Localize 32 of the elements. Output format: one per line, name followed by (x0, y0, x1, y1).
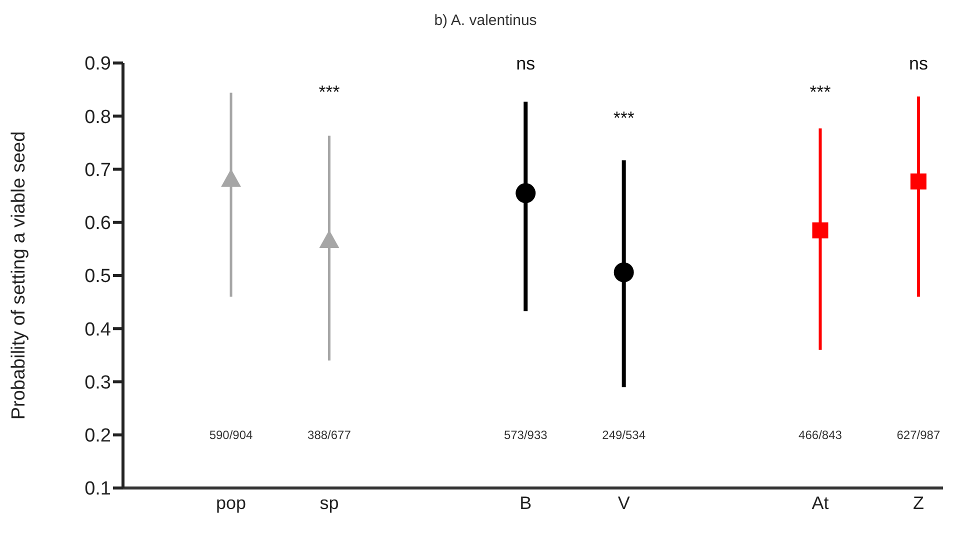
point (910, 173, 926, 190)
annotation: 573/933 (504, 428, 548, 442)
y-tick-label: 0.6 (84, 213, 111, 234)
y-tick-label: 0.9 (84, 54, 111, 75)
x-tick-label: sp (320, 492, 339, 513)
annotation: 249/534 (602, 428, 646, 442)
x-tick-label: pop (216, 492, 246, 513)
y-tick-label: 0.7 (84, 160, 111, 181)
annotation: *** (318, 82, 340, 102)
annotation: ns (908, 53, 928, 74)
x-tick-label: V (618, 492, 630, 513)
y-axis-title: Probability of setting a viable seed (8, 131, 30, 420)
annotation: 466/843 (798, 428, 842, 442)
annotation: 627/987 (896, 428, 940, 442)
annotation: 388/677 (308, 428, 352, 442)
x-tick-label: B (520, 492, 532, 513)
point (614, 262, 634, 282)
annotation: *** (613, 108, 634, 128)
y-tick-label: 0.5 (84, 266, 111, 288)
y-tick-label: 0.4 (84, 319, 112, 340)
chart-title: b) A. valentinus (433, 12, 538, 29)
annotation: *** (810, 82, 831, 102)
x-tick-label: Z (912, 492, 924, 513)
annotation: 590/904 (209, 428, 254, 442)
y-tick-label: 0.8 (84, 106, 111, 128)
x-tick-label: At (812, 492, 829, 513)
point (812, 222, 828, 238)
annotation: ns (516, 53, 536, 74)
y-tick-label: 0.2 (84, 426, 111, 447)
point (516, 183, 536, 204)
y-tick-label: 0.3 (84, 372, 111, 394)
y-tick-label: 0.1 (84, 478, 111, 500)
